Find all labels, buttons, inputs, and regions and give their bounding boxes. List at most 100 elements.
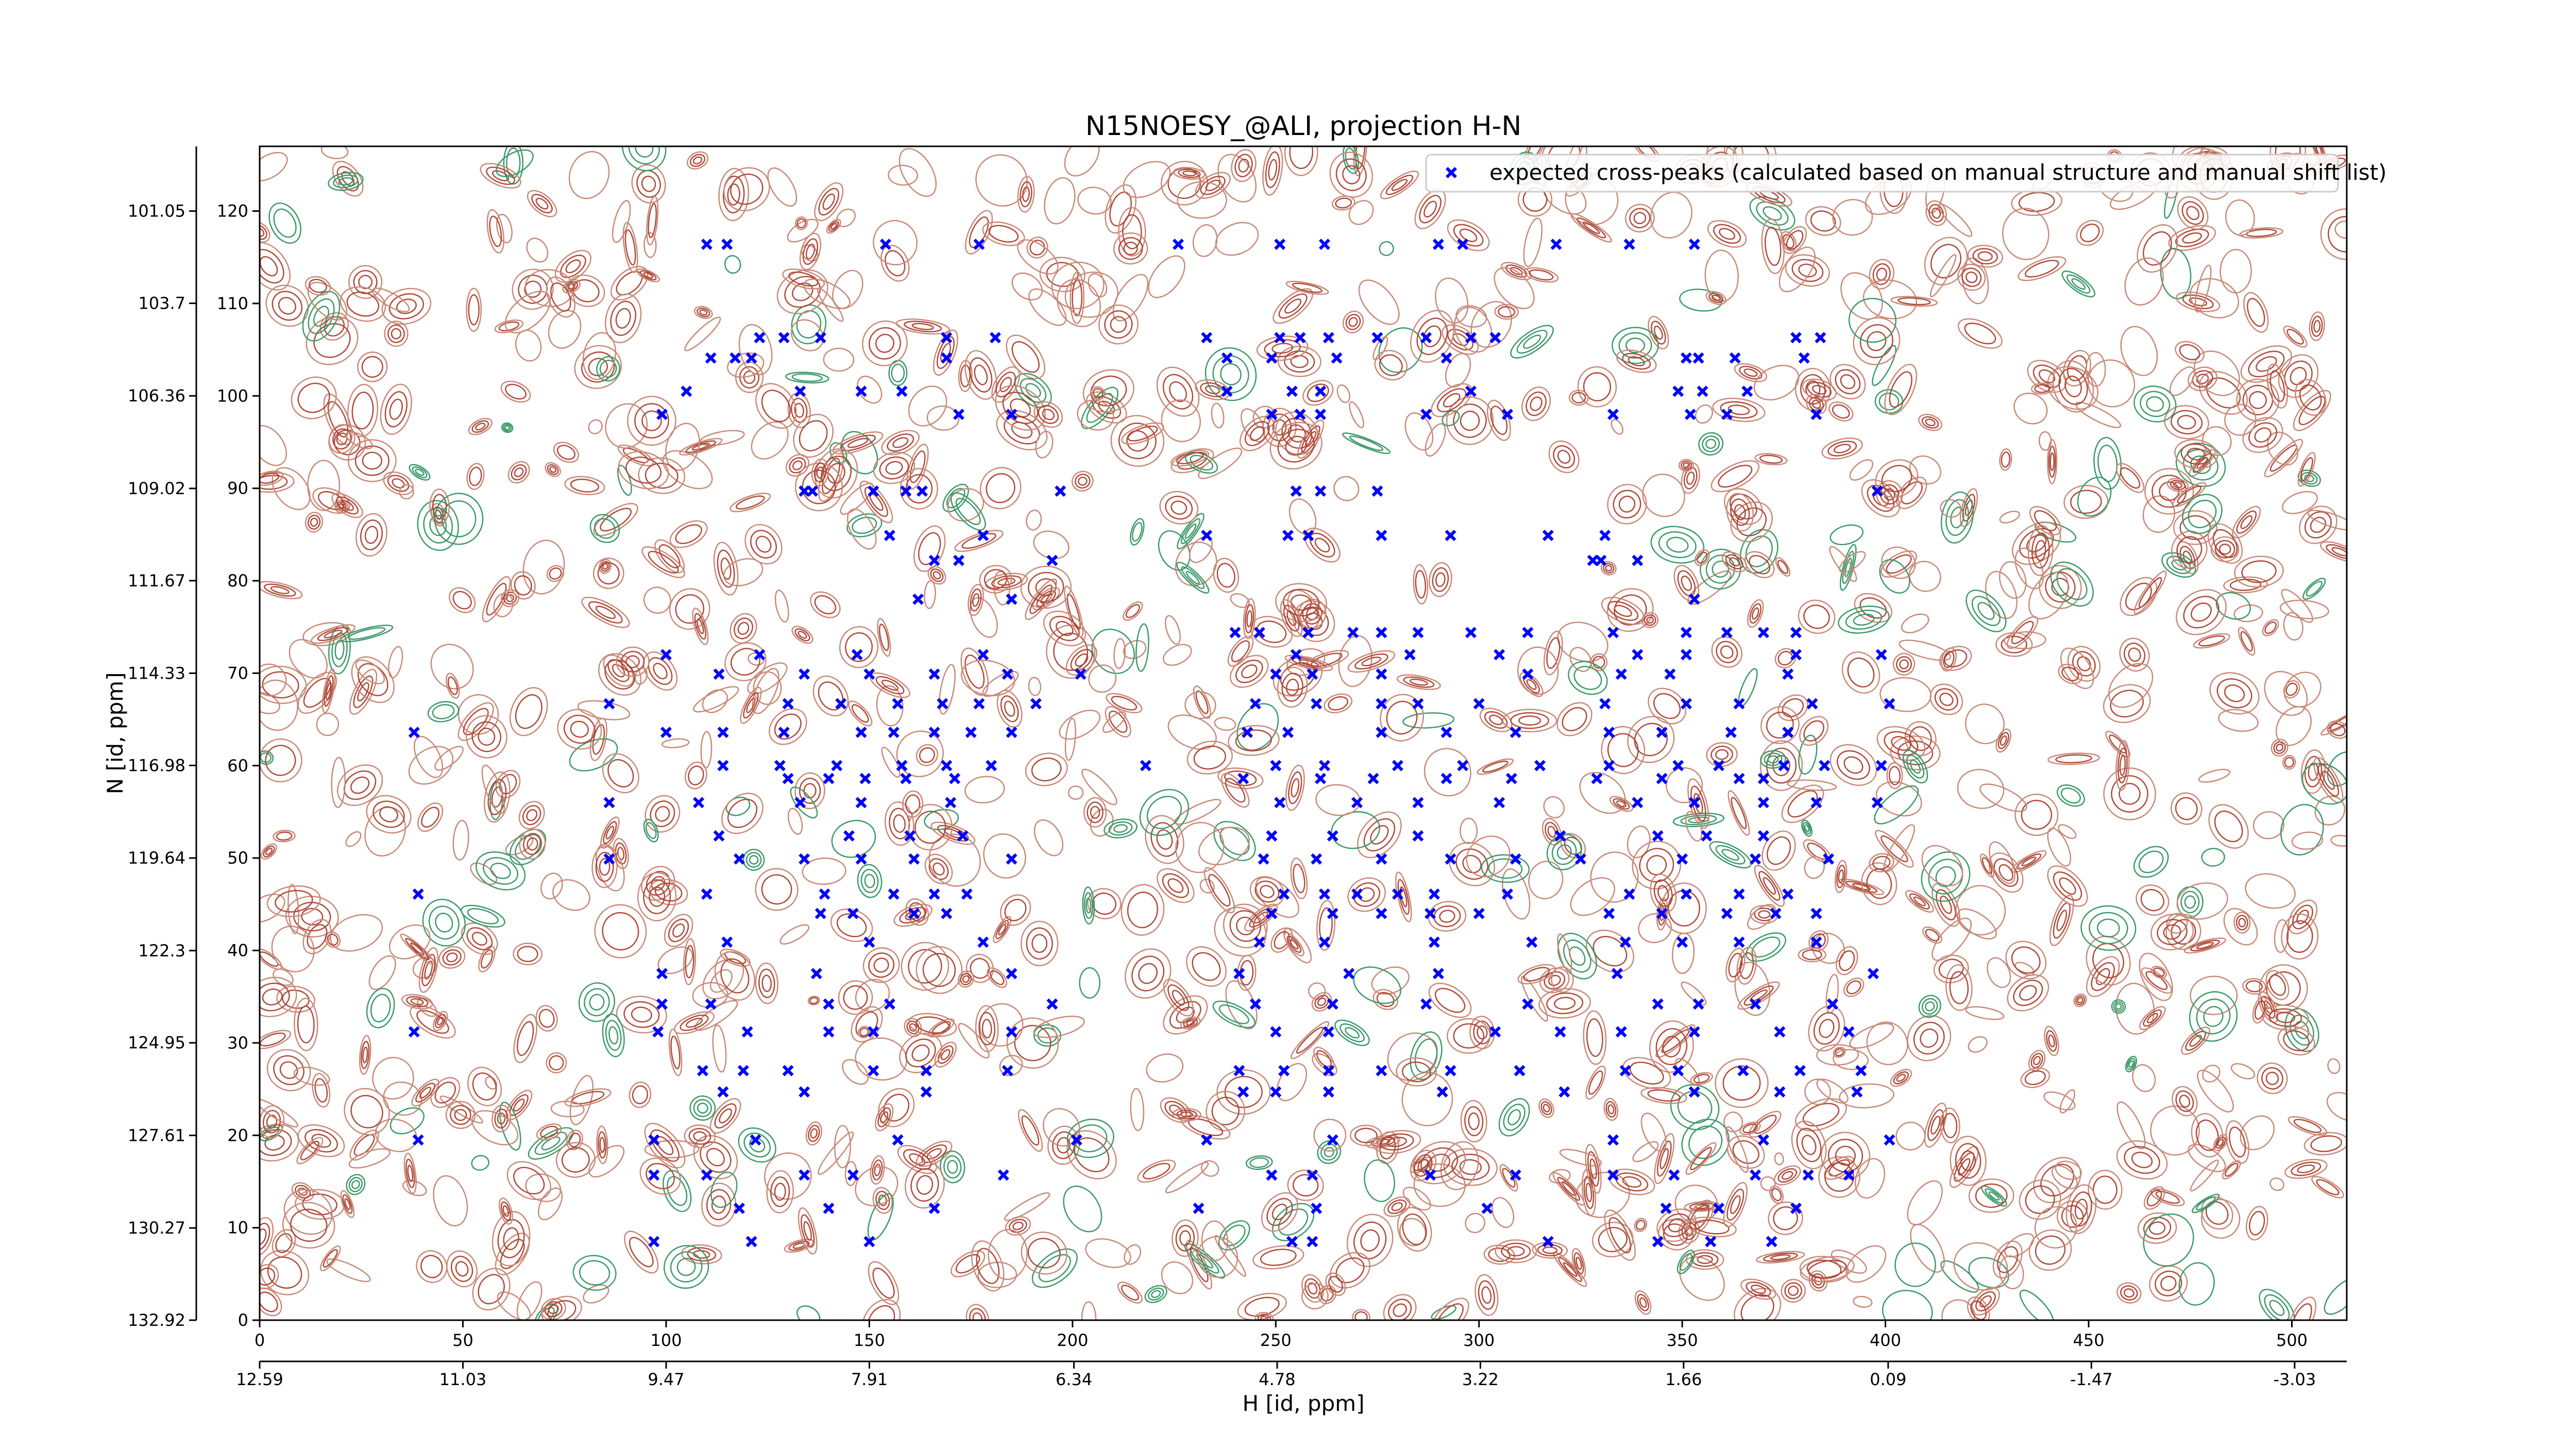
contour: [2115, 740, 2130, 791]
contour: [2077, 477, 2112, 517]
contour: [260, 679, 298, 731]
cross-peak: [928, 554, 940, 566]
contour: [472, 1268, 511, 1311]
contour: [867, 1193, 894, 1241]
contour: [1698, 432, 1724, 456]
contour: [1082, 886, 1095, 925]
contour: [1999, 561, 2027, 599]
contour: [2236, 510, 2257, 534]
cross-peak: [1632, 797, 1643, 808]
contour: [1939, 646, 1972, 671]
contour: [2124, 643, 2146, 667]
contour: [2119, 637, 2150, 672]
contour: [2208, 804, 2249, 849]
contour: [2334, 220, 2347, 239]
contour: [1950, 1145, 1979, 1188]
contour: [1936, 889, 1956, 921]
contour: [1800, 1256, 1855, 1283]
contour: [372, 800, 405, 828]
contour: [405, 938, 430, 961]
contour: [1685, 811, 1703, 842]
contour: [422, 899, 466, 947]
contour: [836, 208, 856, 227]
contour: [1770, 1254, 1791, 1260]
contour: [2057, 1200, 2089, 1233]
contour: [721, 793, 764, 834]
contour: [593, 503, 638, 536]
contour: [1290, 1021, 1330, 1059]
contour: [500, 1239, 525, 1269]
contour: [481, 765, 505, 814]
contour: [918, 532, 941, 565]
contour: [794, 772, 825, 810]
contour: [1749, 603, 1762, 624]
contour: [2095, 968, 2110, 985]
contour: [924, 853, 953, 885]
contour: [964, 654, 985, 689]
contour: [510, 687, 548, 736]
contour: [268, 203, 301, 244]
contour: [1833, 1049, 1869, 1070]
contour: [1113, 232, 1148, 265]
contour: [803, 1221, 812, 1241]
contour: [706, 1189, 732, 1220]
contour: [2164, 405, 2210, 440]
contour: [2280, 804, 2324, 856]
cross-peak: [660, 727, 672, 738]
cross-peak: [1733, 888, 1745, 900]
contour: [1193, 685, 1211, 719]
contour: [1218, 1220, 1250, 1251]
contour: [384, 391, 408, 428]
contour: [2215, 1136, 2226, 1149]
contour: [2238, 627, 2256, 656]
cross-peak: [892, 698, 904, 710]
contour: [1909, 455, 1942, 485]
contour: [1187, 740, 1233, 774]
contour: [1988, 852, 2024, 893]
contour: [1029, 584, 1053, 614]
contour: [332, 161, 364, 197]
contour: [2002, 208, 2049, 260]
contour: [278, 297, 296, 315]
contour: [304, 1129, 338, 1153]
contour: [311, 1134, 331, 1148]
contour: [2201, 848, 2225, 867]
contour: [670, 1251, 703, 1283]
contour: [928, 833, 981, 887]
contour-layer: [260, 146, 2347, 1320]
cross-peak: [1798, 352, 1810, 364]
contour: [2269, 974, 2286, 996]
contour: [1571, 1248, 1586, 1279]
contour: [844, 632, 873, 662]
contour: [1283, 928, 1312, 964]
contour: [1239, 416, 1275, 451]
contour: [899, 148, 937, 197]
contour: [1087, 888, 1122, 920]
cross-peak: [754, 332, 766, 344]
contour: [1774, 1152, 1784, 1166]
contour: [785, 372, 829, 384]
contour: [1799, 716, 1829, 746]
contour: [441, 500, 477, 537]
contour: [1526, 391, 1547, 416]
cross-peak: [1501, 888, 1513, 900]
contour: [1297, 419, 1325, 459]
cross-peak: [774, 760, 786, 771]
contour: [260, 1217, 274, 1256]
cross-peak: [1554, 1026, 1566, 1038]
contour: [366, 795, 412, 834]
contour: [2179, 344, 2200, 361]
contour: [2219, 249, 2252, 294]
contour: [1265, 151, 1280, 188]
contour: [798, 631, 807, 639]
contour: [321, 668, 336, 714]
contour: [527, 837, 538, 851]
contour: [302, 919, 332, 954]
contour: [799, 232, 822, 271]
contour: [2151, 475, 2187, 508]
cross-peak: [648, 1134, 660, 1146]
contour: [596, 1125, 608, 1165]
contour: [987, 967, 1008, 988]
contour: [1721, 551, 1747, 572]
contour: [1616, 349, 1657, 373]
